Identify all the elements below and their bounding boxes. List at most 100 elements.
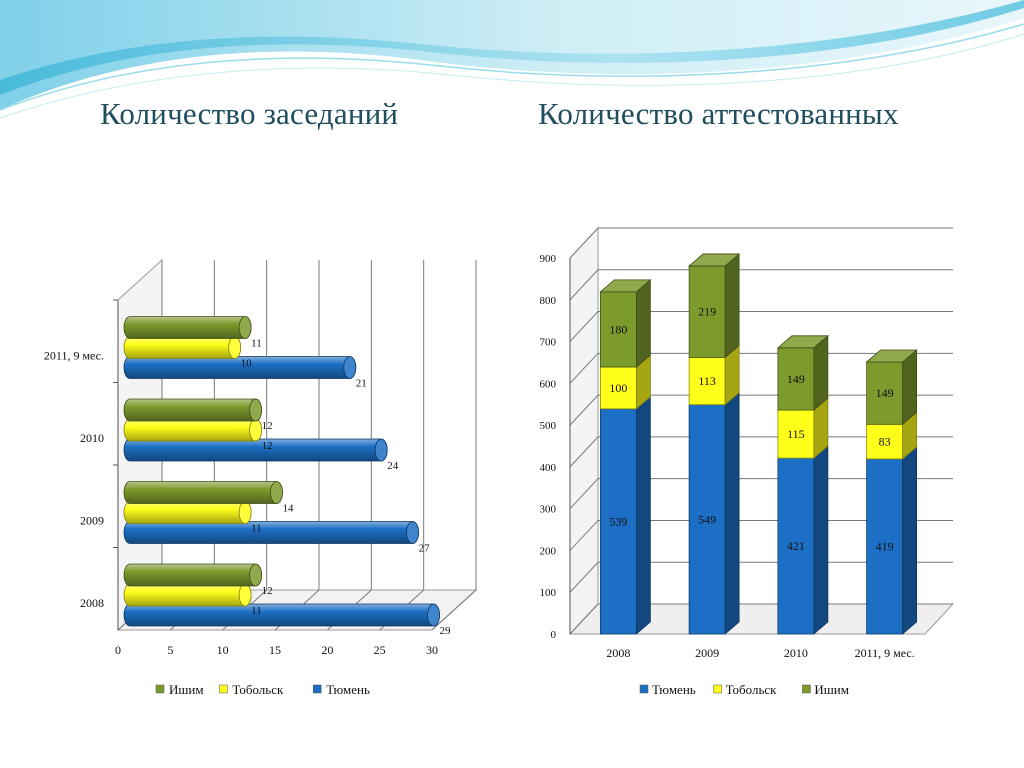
right-data-label: 419 bbox=[876, 539, 894, 553]
right-gridline-3 bbox=[569, 478, 953, 510]
meetings-count-chart: 0 5 10 15 20 25 302008291112200927111420102412… bbox=[44, 258, 478, 697]
right-data-label: 549 bbox=[698, 512, 716, 526]
right-data-label: 113 bbox=[698, 374, 716, 388]
left-category-label: 2011, 9 мес. bbox=[44, 348, 104, 362]
left-data-label: 29 bbox=[440, 625, 452, 637]
left-x-tick-label: 30 bbox=[426, 643, 438, 657]
right-gridline-1 bbox=[569, 561, 953, 593]
left-bar-Тюмень-2008 bbox=[123, 603, 440, 627]
right-y-tick-label: 200 bbox=[540, 545, 557, 557]
right-gridline-2 bbox=[569, 519, 953, 551]
left-bar-Ишим-2011, 9 мес. bbox=[123, 316, 252, 339]
left-category-label: 2008 bbox=[80, 596, 104, 610]
left-legend-label: Тобольск bbox=[232, 682, 284, 697]
left-x-tick-label: 20 bbox=[321, 643, 333, 657]
right-gridline-5 bbox=[569, 394, 953, 426]
right-segment-Тюмень-2010 bbox=[777, 445, 829, 635]
left-data-label: 12 bbox=[262, 440, 273, 452]
right-gridline-8 bbox=[569, 269, 953, 301]
right-segment-Тобольск-2009 bbox=[688, 344, 740, 406]
right-y-tick-label: 100 bbox=[540, 587, 557, 599]
right-chart-side-wall bbox=[569, 226, 599, 636]
right-legend-swatch bbox=[802, 684, 811, 694]
right-category-label: 2011, 9 мес. bbox=[855, 646, 915, 660]
right-data-label: 100 bbox=[609, 381, 627, 395]
left-chart-legend: Ишим Тобольск Тюмень bbox=[155, 682, 370, 697]
left-bar-Тюмень-2009 bbox=[123, 521, 420, 544]
right-gridline-4 bbox=[569, 436, 953, 468]
certified-count-chart: 0 100 200 300 400 500 600 700 800 900 2008 539 100 18… bbox=[540, 226, 955, 697]
left-bar-Тобольск-2008 bbox=[123, 583, 252, 607]
right-segment-Тобольск-2011, 9 мес. bbox=[866, 411, 918, 460]
right-data-label: 149 bbox=[876, 386, 894, 400]
right-segment-Тюмень-2008 bbox=[599, 395, 651, 635]
right-data-label: 149 bbox=[787, 372, 805, 386]
right-data-label: 115 bbox=[787, 427, 805, 441]
left-legend-label: Тюмень bbox=[326, 682, 370, 697]
right-y-tick-label: 0 bbox=[551, 629, 557, 641]
right-data-label: 539 bbox=[609, 514, 627, 528]
right-legend-label: Тобольск bbox=[726, 682, 778, 697]
right-segment-Тобольск-2008 bbox=[599, 354, 651, 410]
right-legend-label: Тюмень bbox=[652, 682, 696, 697]
left-x-tick-label: 5 bbox=[167, 643, 173, 657]
right-gridline-9 bbox=[569, 227, 953, 259]
right-data-label: 180 bbox=[609, 322, 627, 336]
right-data-label: 421 bbox=[787, 539, 805, 553]
right-segment-Ишим-2010 bbox=[776, 334, 829, 411]
right-segment-Тобольск-2010 bbox=[777, 397, 829, 459]
right-segment-Тюмень-2009 bbox=[688, 391, 740, 635]
right-chart-title: Количество аттестованных bbox=[538, 96, 899, 131]
left-bar-Тобольск-2010 bbox=[123, 418, 263, 442]
left-x-tick-label: 25 bbox=[374, 643, 386, 657]
left-data-label: 24 bbox=[387, 460, 399, 472]
right-data-label: 83 bbox=[879, 435, 891, 449]
left-data-label: 11 bbox=[251, 605, 262, 617]
right-segment-Ишим-2009 bbox=[688, 253, 741, 359]
left-data-label: 27 bbox=[419, 543, 431, 555]
right-y-tick-label: 800 bbox=[540, 295, 557, 307]
right-y-tick-label: 900 bbox=[540, 253, 557, 265]
left-bar-Ишим-2009 bbox=[123, 481, 283, 504]
right-legend-swatch bbox=[713, 684, 722, 694]
right-y-tick-label: 500 bbox=[540, 420, 557, 432]
left-bar-Ишим-2008 bbox=[123, 563, 263, 587]
right-chart-gridlines bbox=[568, 226, 955, 636]
right-y-tick-label: 600 bbox=[540, 378, 557, 390]
left-floor-line-6 bbox=[431, 589, 477, 631]
left-bar-Тобольск-2009 bbox=[123, 501, 252, 524]
left-legend-swatch bbox=[312, 684, 322, 694]
right-legend-swatch bbox=[639, 684, 649, 694]
right-chart-legend: Тюмень Тобольск Ишим bbox=[639, 682, 849, 697]
left-data-label: 12 bbox=[262, 420, 273, 432]
right-legend-label: Ишим bbox=[814, 682, 849, 697]
left-x-tick-label: 0 bbox=[115, 643, 121, 657]
right-category-label: 2008 bbox=[606, 646, 630, 660]
left-data-label: 11 bbox=[251, 338, 262, 350]
left-bar-Тобольск-2011, 9 мес. bbox=[123, 336, 242, 359]
left-bar-Тюмень-2010 bbox=[123, 438, 388, 462]
right-gridline-7 bbox=[569, 311, 953, 342]
right-segment-Тюмень-2011, 9 мес. bbox=[866, 446, 918, 635]
right-category-label: 2010 bbox=[784, 646, 808, 660]
right-y-tick-label: 300 bbox=[540, 504, 557, 516]
right-gridline-0 bbox=[569, 603, 953, 635]
left-category-label: 2009 bbox=[80, 513, 104, 527]
left-data-label: 14 bbox=[283, 503, 295, 515]
right-category-label: 2009 bbox=[695, 646, 719, 660]
right-gridline-6 bbox=[569, 352, 953, 384]
right-y-tick-label: 400 bbox=[540, 462, 557, 474]
left-category-label: 2010 bbox=[80, 431, 104, 445]
left-data-label: 12 bbox=[262, 585, 273, 597]
right-segment-Ишим-2011, 9 мес. bbox=[865, 349, 918, 426]
left-chart-title: Количество заседаний bbox=[100, 96, 399, 131]
left-legend-swatch bbox=[219, 684, 228, 694]
left-x-tick-label: 15 bbox=[269, 643, 281, 657]
right-data-label: 219 bbox=[698, 305, 716, 319]
left-legend-label: Ишим bbox=[169, 682, 204, 697]
right-y-tick-label: 700 bbox=[540, 337, 557, 349]
right-segment-Ишим-2008 bbox=[599, 278, 652, 368]
left-data-label: 10 bbox=[241, 358, 253, 370]
left-bar-Тюмень-2011, 9 мес. bbox=[123, 356, 357, 379]
